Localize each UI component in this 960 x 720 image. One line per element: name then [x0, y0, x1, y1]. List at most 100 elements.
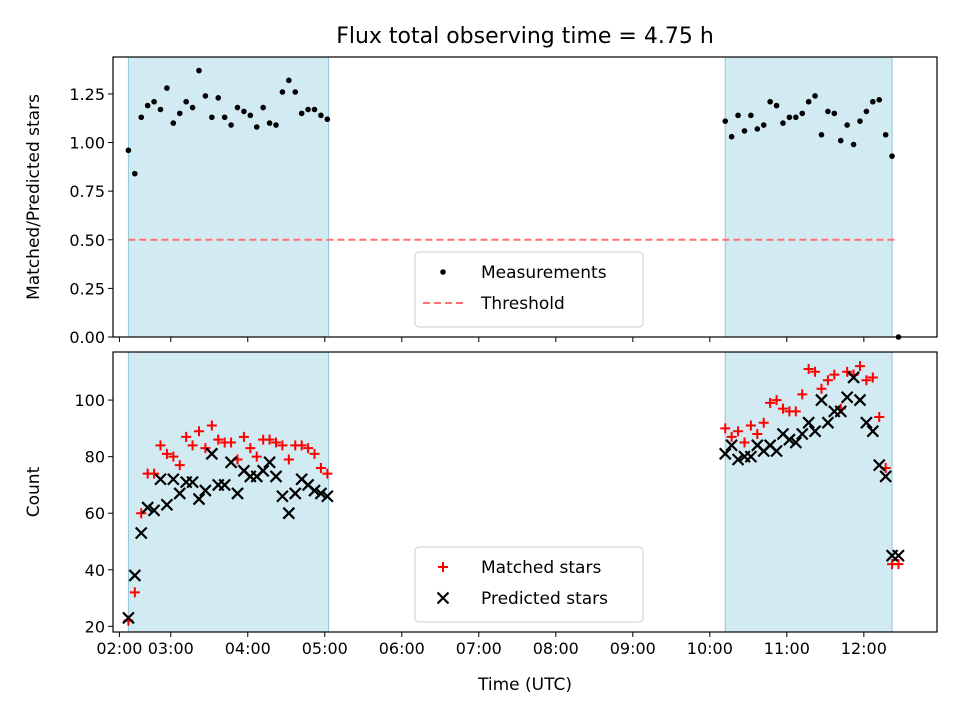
bottom-panel: 20 40 60 80 100 02:00 03:00 04:00 05:00 06:00 07:0…: [24, 351, 938, 695]
data-point: [831, 110, 838, 117]
data-point: [879, 470, 892, 483]
data-point: [308, 484, 321, 497]
data-point: [321, 489, 334, 503]
data-point: [134, 526, 148, 540]
y-tick-label: 1.00: [69, 134, 105, 153]
data-point: [857, 118, 863, 124]
data-point: [154, 472, 167, 486]
observing-window: [127, 351, 330, 633]
data-point: [744, 450, 758, 463]
data-point: [160, 498, 174, 512]
data-point: [279, 89, 286, 95]
x-tick-label: 08:00: [533, 639, 579, 658]
data-point: [132, 170, 138, 177]
data-point: [298, 110, 305, 117]
data-point: [245, 443, 256, 454]
data-point: [202, 93, 209, 99]
data-point: [136, 508, 147, 519]
data-point: [731, 453, 745, 466]
data-point: [789, 436, 803, 449]
plot-frame: [112, 56, 938, 338]
x-tick-label: 11:00: [764, 639, 810, 658]
data-point: [767, 98, 773, 105]
x-tick-label: 09:00: [610, 639, 656, 658]
y-tick-label: 40: [85, 561, 105, 580]
data-point: [847, 371, 860, 384]
data-point: [187, 440, 198, 451]
data-point: [735, 112, 741, 119]
data-point: [752, 429, 763, 440]
data-point: [170, 120, 177, 126]
data-point: [318, 112, 324, 119]
data-point: [209, 114, 215, 121]
data-point: [745, 420, 756, 431]
data-point: [161, 448, 172, 459]
y-tick-label: 80: [85, 448, 105, 467]
x-tick-label: 04:00: [225, 639, 271, 658]
figure-title: Flux total observing time = 4.75 h: [336, 24, 714, 49]
data-point: [138, 114, 145, 121]
data-point: [842, 366, 853, 377]
series-predicted-stars: [122, 371, 905, 625]
data-point: [283, 454, 294, 465]
data-point: [748, 112, 754, 119]
legend-box: [414, 251, 644, 328]
data-point: [173, 487, 187, 500]
data-point: [799, 110, 806, 117]
data-point: [288, 487, 302, 500]
data-point: [277, 440, 288, 451]
data-point: [853, 393, 867, 407]
legend-box: [414, 546, 644, 623]
y-tick-label: 100: [74, 391, 105, 410]
data-point: [840, 390, 854, 404]
data-point: [147, 504, 161, 517]
y-axis-label: Matched/Predicted stars: [24, 94, 44, 300]
data-point: [821, 416, 835, 429]
data-point: [780, 120, 786, 126]
data-point: [733, 426, 744, 437]
y-tick-label: 0.25: [69, 279, 105, 298]
data-point: [816, 383, 827, 394]
data-point: [758, 417, 769, 428]
y-tick-label: 20: [85, 617, 105, 636]
data-point: [193, 426, 204, 437]
data-point: [167, 472, 180, 486]
data-point: [837, 137, 844, 144]
data-point: [834, 405, 848, 418]
data-point: [739, 437, 750, 448]
data-point: [311, 106, 318, 113]
x-tick-label: 10:00: [687, 639, 733, 658]
data-point: [238, 431, 249, 442]
data-point: [876, 96, 883, 103]
data-point: [205, 447, 219, 461]
data-point: [292, 89, 299, 95]
data-point: [860, 416, 873, 429]
data-point: [271, 437, 282, 448]
data-point: [818, 131, 825, 138]
data-point: [286, 77, 292, 84]
legend-label: Threshold: [480, 294, 565, 314]
data-point: [247, 112, 254, 119]
data-point: [183, 98, 189, 105]
legend-label: Measurements: [481, 263, 607, 283]
data-point: [790, 406, 801, 417]
data-point: [889, 153, 895, 159]
data-point: [129, 587, 140, 598]
data-point: [874, 412, 885, 423]
data-point: [157, 106, 164, 113]
data-point: [793, 114, 799, 121]
data-point: [276, 489, 289, 503]
data-point: [805, 98, 812, 105]
data-point: [795, 427, 809, 441]
data-point: [226, 437, 237, 448]
data-point: [822, 375, 833, 386]
y-axis-label: Count: [24, 466, 44, 517]
data-point: [829, 369, 840, 380]
data-point: [213, 434, 224, 445]
data-point: [296, 440, 307, 451]
data-point: [771, 395, 782, 406]
data-point: [718, 447, 732, 461]
data-point: [872, 458, 886, 472]
data-point: [273, 122, 279, 128]
data-point: [770, 444, 783, 458]
